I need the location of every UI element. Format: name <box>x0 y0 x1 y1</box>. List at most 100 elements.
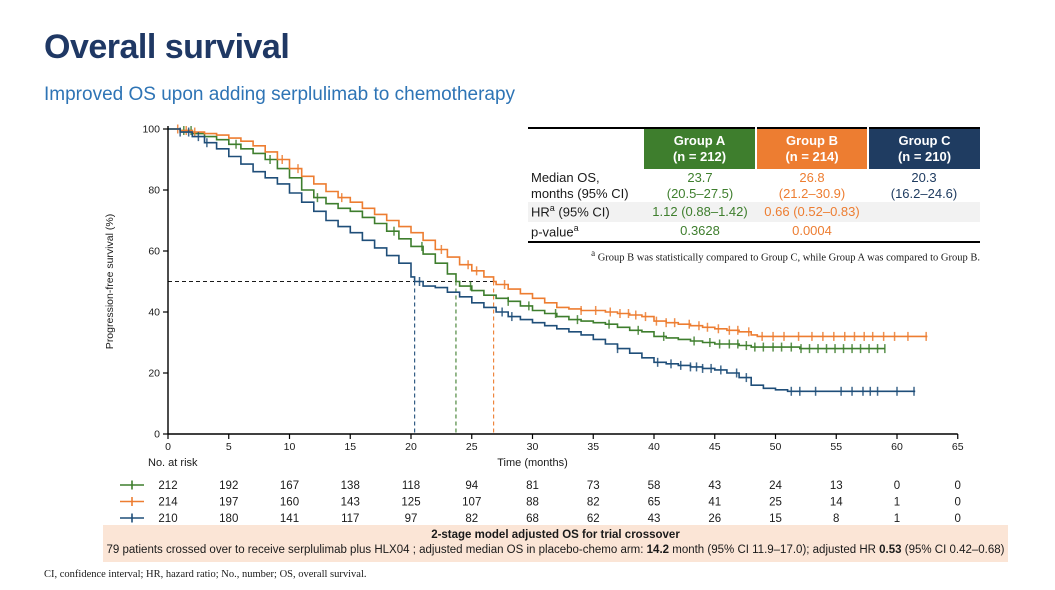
at-risk-count: 82 <box>587 497 600 509</box>
censor-ticks <box>183 126 886 354</box>
group-c-header: Group C (n = 210) <box>867 128 980 169</box>
at-risk-count: 62 <box>587 513 600 525</box>
x-tick-label: 30 <box>527 441 539 453</box>
no-at-risk-table: No. at risk Time (months)212 192 167 138 118 9… <box>120 457 961 525</box>
median-os-group-a: 23.7 (20.5–27.5) <box>666 169 734 201</box>
at-risk-count: 65 <box>648 497 661 509</box>
x-tick-label: 60 <box>891 441 903 453</box>
at-risk-count: 1 <box>894 513 900 525</box>
hazard-ratio-group-a: 1.12 (0.88–1.42) <box>644 202 756 222</box>
x-tick-label: 55 <box>830 441 842 453</box>
at-risk-row-0: 212 192 167 138 118 94 81 73 58 43 24 13 0 0 <box>120 480 961 492</box>
at-risk-count: 0 <box>955 497 961 509</box>
group-a-header: Group A (n = 212) <box>644 128 756 169</box>
at-risk-count: 88 <box>526 497 539 509</box>
censor-ticks <box>179 127 915 396</box>
at-risk-count: 73 <box>587 480 600 492</box>
y-tick-label: 80 <box>148 185 160 197</box>
at-risk-count: 210 <box>158 513 177 525</box>
at-risk-count: 24 <box>769 480 782 492</box>
at-risk-count: 97 <box>405 513 418 525</box>
km-step-line <box>168 128 928 338</box>
x-tick-label: 0 <box>165 441 171 453</box>
x-tick-label: 50 <box>770 441 782 453</box>
median-os-group-c: 20.3 (16.2–24.6) <box>890 169 958 201</box>
at-risk-row-1: 214 197 160 143 125 107 88 82 65 41 25 14 1 0 <box>120 497 961 509</box>
hazard-ratio-group-b: 0.66 (0.52–0.83) <box>756 202 868 222</box>
y-tick-label: 60 <box>148 246 160 258</box>
at-risk-count: 25 <box>769 497 782 509</box>
at-risk-count: 0 <box>955 513 961 525</box>
at-risk-count: 15 <box>769 513 782 525</box>
at-risk-count: 180 <box>219 513 238 525</box>
median-os-row: Median OS, months (95% CI) 23.7 (20.5–27… <box>528 169 980 203</box>
at-risk-count: 197 <box>219 497 238 509</box>
crossover-title: 2-stage model adjusted OS for trial cros… <box>431 529 680 541</box>
page-title: Overall survival <box>44 28 290 66</box>
hazard-ratio-group-c <box>868 202 980 222</box>
x-tick-label: 20 <box>405 441 417 453</box>
km-curve-series-1 <box>168 124 928 341</box>
no-at-risk-label: No. at risk <box>148 457 198 469</box>
crossover-detail: 79 patients crossed over to receive serp… <box>106 543 1005 556</box>
at-risk-count: 41 <box>708 497 721 509</box>
stats-header-row: Group A (n = 212) Group B (n = 214) Grou… <box>528 128 980 169</box>
at-risk-count: 13 <box>830 480 843 492</box>
p-value-group-a: 0.3628 <box>680 223 720 239</box>
at-risk-count: 26 <box>708 513 721 525</box>
p-value-row: p-valuea 0.3628 0.0004 <box>528 222 980 242</box>
at-risk-count: 192 <box>219 480 238 492</box>
km-step-line <box>168 128 885 350</box>
at-risk-count: 8 <box>833 513 839 525</box>
at-risk-count: 94 <box>465 480 478 492</box>
stats-footnote: a Group B was statistically compared to … <box>591 247 980 264</box>
median-os-group-b: 26.8 (21.2–30.9) <box>778 169 846 201</box>
at-risk-count: 0 <box>894 480 900 492</box>
at-risk-count: 125 <box>401 497 420 509</box>
hazard-ratio-row: HRa (95% CI) 1.12 (0.88–1.42) 0.66 (0.52… <box>528 202 980 222</box>
median-os-label: Median OS, months (95% CI) <box>531 169 629 201</box>
x-tick-label: 65 <box>952 441 964 453</box>
at-risk-count: 68 <box>526 513 539 525</box>
x-axis-title: Time (months) <box>497 457 568 469</box>
at-risk-count: 143 <box>341 497 360 509</box>
at-risk-count: 0 <box>955 480 961 492</box>
y-tick-label: 0 <box>154 429 160 441</box>
at-risk-count: 43 <box>708 480 721 492</box>
y-tick-label: 100 <box>142 124 160 136</box>
at-risk-count: 212 <box>158 480 177 492</box>
x-tick-label: 15 <box>344 441 356 453</box>
y-tick-label: 20 <box>148 368 160 380</box>
x-tick-label: 45 <box>709 441 721 453</box>
stats-table: Group A (n = 212) Group B (n = 214) Grou… <box>528 127 980 263</box>
at-risk-count: 141 <box>280 513 299 525</box>
p-value-group-b: 0.0004 <box>792 223 832 239</box>
at-risk-count: 82 <box>465 513 478 525</box>
axes: 0 20 40 60 80 100 0 5 10 15 20 25 30 35 40 45 50 55 60 65 Pr… <box>104 124 964 454</box>
at-risk-count: 214 <box>158 497 178 509</box>
page-subtitle: Improved OS upon adding serplulimab to c… <box>44 84 516 105</box>
at-risk-count: 14 <box>830 497 843 509</box>
at-risk-count: 58 <box>648 480 661 492</box>
p-value-group-c <box>868 222 980 242</box>
at-risk-count: 160 <box>280 497 299 509</box>
group-b-header: Group B (n = 214) <box>755 128 868 169</box>
y-axis-title: Progression-free survival (%) <box>104 214 116 349</box>
at-risk-count: 1 <box>894 497 900 509</box>
x-tick-label: 25 <box>466 441 478 453</box>
p-value-label: p-valuea <box>531 222 579 239</box>
at-risk-count: 167 <box>280 480 299 492</box>
km-curve-series-2 <box>168 127 916 396</box>
y-tick-label: 40 <box>148 307 160 319</box>
at-risk-count: 107 <box>462 497 481 509</box>
at-risk-count: 81 <box>526 480 539 492</box>
at-risk-count: 118 <box>402 480 420 492</box>
median-dashed-lines <box>168 280 495 434</box>
crossover-annotation-box: 2-stage model adjusted OS for trial cros… <box>103 525 1008 562</box>
abbreviations-footnote: CI, confidence interval; HR, hazard rati… <box>44 569 367 580</box>
at-risk-count: 43 <box>648 513 661 525</box>
x-tick-label: 5 <box>226 441 232 453</box>
km-curve-series-0 <box>168 126 886 354</box>
